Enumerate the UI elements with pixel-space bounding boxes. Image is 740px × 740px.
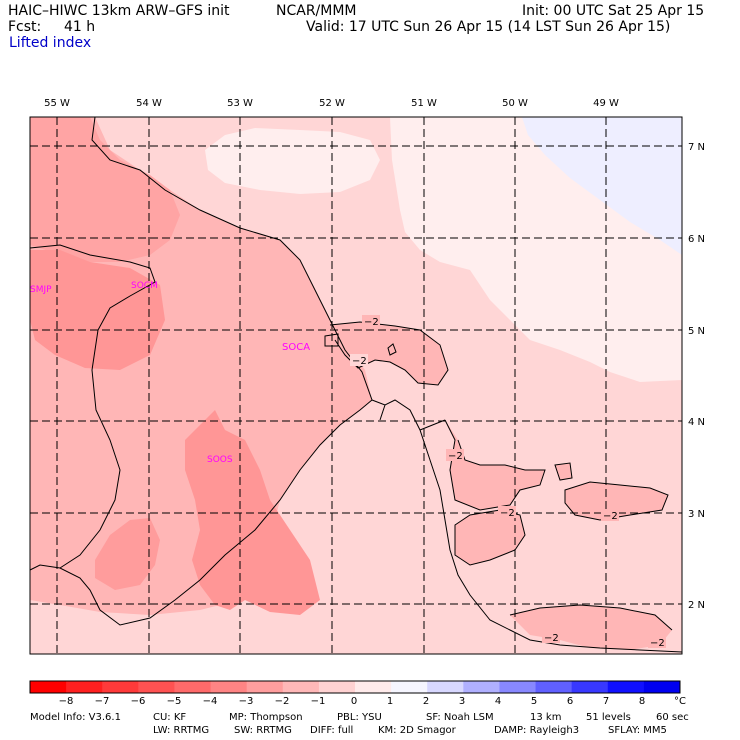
- footer-sw: SW: RRTMG: [234, 725, 292, 736]
- footer-pbl: PBL: YSU: [337, 712, 382, 723]
- contour-label: −2: [352, 356, 367, 367]
- shading-contour-patch-1: [330, 322, 448, 385]
- colorbar-swatch: [102, 681, 139, 693]
- colorbar-swatch: [318, 681, 356, 693]
- colorbar-swatch: [391, 681, 428, 693]
- map-frame: [29, 116, 683, 655]
- shading-contour-patch-3: [455, 510, 525, 565]
- contour-label: −2: [650, 638, 665, 649]
- forecast-hour: 41 h: [64, 19, 96, 35]
- footer-levels: 51 levels: [586, 712, 631, 723]
- colorbar-tick: −4: [203, 696, 218, 707]
- colorbar-tick: 1: [387, 696, 393, 707]
- contour-label: −2: [448, 451, 463, 462]
- footer-mp: MP: Thompson: [229, 712, 303, 723]
- lat-label: 5 N: [688, 326, 705, 337]
- colorbar-swatch: [246, 681, 284, 693]
- lon-label: 51 W: [411, 98, 437, 109]
- shading-darker-w: [30, 250, 165, 370]
- footer-resolution: 13 km: [530, 712, 562, 723]
- shading-darker-sw: [95, 518, 160, 590]
- lon-label: 49 W: [593, 98, 619, 109]
- colorbar-swatch: [355, 681, 392, 693]
- colorbar-swatch: [138, 681, 175, 693]
- footer-diff: DIFF: full: [310, 725, 354, 736]
- field-title: Lifted index: [9, 35, 92, 51]
- lat-label: 3 N: [688, 509, 705, 520]
- colorbar: [30, 681, 681, 693]
- colorbar-tick: −2: [275, 696, 290, 707]
- colorbar-tick: −1: [311, 696, 326, 707]
- station-socm: SOCM: [131, 281, 158, 291]
- lon-label: 50 W: [502, 98, 528, 109]
- colorbar-tick: 5: [531, 696, 537, 707]
- contour-label: −2: [500, 508, 515, 519]
- footer-damp: DAMP: Rayleigh3: [494, 725, 580, 736]
- station-soos: SOOS: [207, 455, 233, 465]
- colorbar-swatch: [571, 681, 609, 693]
- lat-label: 6 N: [688, 234, 705, 245]
- colorbar-frame: [29, 680, 681, 694]
- colorbar-tick: −3: [239, 696, 254, 707]
- colorbar-unit: °C: [674, 696, 686, 707]
- colorbar-tick: 7: [603, 696, 609, 707]
- contour-label: −2: [544, 633, 559, 644]
- footer-km: KM: 2D Smagor: [378, 725, 456, 736]
- colorbar-swatch: [535, 681, 573, 693]
- org-label: NCAR/MMM: [276, 3, 357, 19]
- colorbar-tick: 2: [423, 696, 429, 707]
- station-soca: SOCA: [282, 342, 310, 353]
- colorbar-tick: −6: [131, 696, 146, 707]
- footer-sflay: SFLAY: MM5: [608, 725, 667, 736]
- colorbar-swatch: [210, 681, 248, 693]
- lat-label: 2 N: [688, 600, 705, 611]
- colorbar-swatch: [282, 681, 320, 693]
- lon-label: 55 W: [44, 98, 70, 109]
- lat-label: 4 N: [688, 417, 705, 428]
- colorbar-tick: −5: [167, 696, 182, 707]
- forecast-label: Fcst:: [8, 19, 42, 35]
- contour-label: −2: [364, 317, 379, 328]
- lon-label: 54 W: [136, 98, 162, 109]
- station-smjp: SMJP: [30, 285, 52, 295]
- shading-contour-patch-6: [510, 605, 672, 650]
- model-title: HAIC–HIWC 13km ARW–GFS init: [8, 3, 230, 19]
- colorbar-tick: 0: [351, 696, 357, 707]
- colorbar-tick: −7: [95, 696, 110, 707]
- shading-light-north: [205, 128, 380, 194]
- lon-label: 52 W: [319, 98, 345, 109]
- shading-positive-ne: [522, 117, 682, 255]
- lat-label: 7 N: [688, 142, 705, 153]
- colorbar-swatch: [174, 681, 212, 693]
- colorbar-swatch: [463, 681, 500, 693]
- colorbar-swatch: [66, 681, 103, 693]
- footer-lw: LW: RRTMG: [153, 725, 210, 736]
- colorbar-swatch: [607, 681, 645, 693]
- contour-label: −2: [603, 511, 618, 522]
- colorbar-swatch: [499, 681, 537, 693]
- colorbar-tick: 4: [495, 696, 501, 707]
- valid-time: Valid: 17 UTC Sun 26 Apr 15 (14 LST Sun …: [306, 19, 671, 35]
- graticule: [30, 117, 682, 654]
- colorbar-tick: 8: [639, 696, 645, 707]
- contour-lines: [324, 321, 673, 631]
- footer-model-info: Model Info: V3.6.1: [30, 712, 121, 723]
- shading-dark-nw: [30, 117, 180, 262]
- footer-sf: SF: Noah LSM: [426, 712, 494, 723]
- shading-contour-patch-4: [565, 482, 668, 520]
- colorbar-tick: 3: [459, 696, 465, 707]
- lon-label: 53 W: [227, 98, 253, 109]
- footer-timestep: 60 sec: [656, 712, 689, 723]
- colorbar-swatch: [30, 681, 67, 693]
- colorbar-tick: 6: [567, 696, 573, 707]
- shading-contour-patch-5: [555, 463, 572, 480]
- footer-cu: CU: KF: [153, 712, 187, 723]
- colorbar-swatch: [427, 681, 464, 693]
- colorbar-swatch: [643, 681, 681, 693]
- init-time: Init: 00 UTC Sat 25 Apr 15: [522, 3, 705, 19]
- colorbar-tick: −8: [59, 696, 74, 707]
